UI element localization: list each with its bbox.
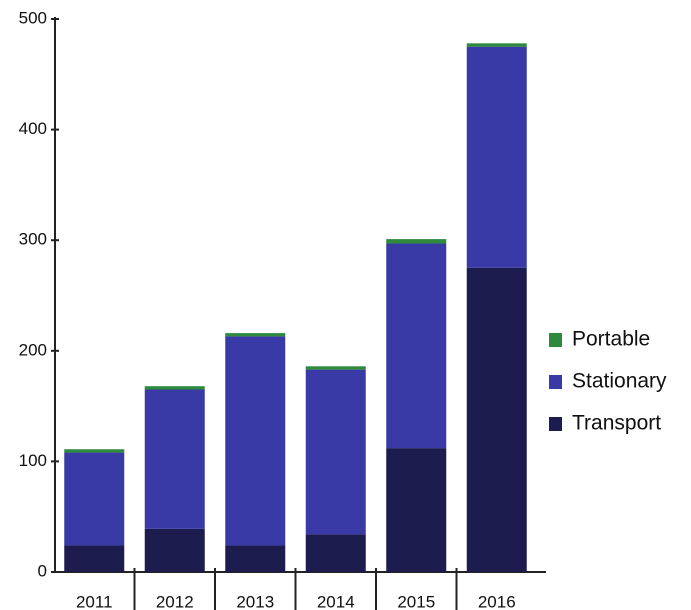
- y-tick-label: 100: [19, 451, 47, 470]
- bar-segment: [225, 545, 286, 572]
- bar-segment: [466, 43, 527, 47]
- legend-swatch: [549, 417, 562, 431]
- bar-segment: [386, 239, 447, 244]
- bar-segment: [466, 267, 527, 572]
- y-tick-label: 500: [19, 8, 47, 27]
- bar-segment: [64, 452, 125, 546]
- bar-segment: [466, 46, 527, 268]
- legend-label: Stationary: [572, 370, 667, 393]
- bar-segment: [305, 534, 366, 572]
- bar-segment: [144, 528, 205, 572]
- bar-segment: [144, 386, 205, 390]
- bar-segment: [386, 243, 447, 449]
- bar-segment: [225, 333, 286, 337]
- bar-segment: [225, 336, 286, 546]
- x-tick-label: 2016: [478, 592, 516, 610]
- x-tick-label: 2012: [156, 592, 194, 610]
- legend-swatch: [549, 333, 562, 347]
- bar-segment: [64, 545, 125, 572]
- x-tick-label: 2014: [317, 592, 355, 610]
- bar-segment: [305, 369, 366, 535]
- bar-segment: [64, 449, 125, 453]
- y-tick-label: 400: [19, 119, 47, 138]
- legend-label: Transport: [572, 412, 661, 435]
- legend-swatch: [549, 375, 562, 389]
- y-tick-label: 0: [38, 561, 47, 580]
- legend-label: Portable: [572, 328, 650, 351]
- y-tick-label: 300: [19, 230, 47, 249]
- bar-segment: [386, 448, 447, 572]
- x-tick-label: 2011: [76, 592, 113, 610]
- x-tick-label: 2013: [236, 592, 274, 610]
- bar-segment: [144, 389, 205, 529]
- y-tick-label: 200: [19, 340, 47, 359]
- x-tick-label: 2015: [397, 592, 435, 610]
- bar-segment: [305, 366, 366, 370]
